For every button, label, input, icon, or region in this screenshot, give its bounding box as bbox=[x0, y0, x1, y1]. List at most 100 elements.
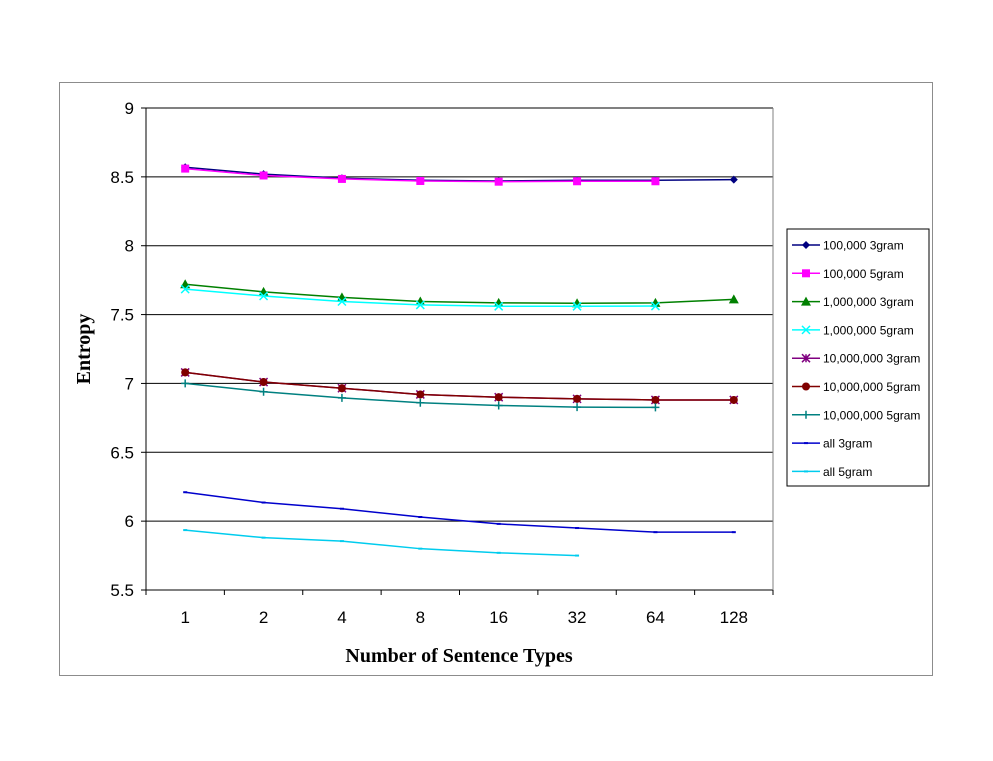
plot-area bbox=[146, 108, 773, 590]
legend-entry: all 3gram bbox=[792, 437, 872, 451]
data-point bbox=[339, 507, 344, 510]
data-point bbox=[337, 384, 346, 393]
series-9 bbox=[183, 529, 580, 557]
x-tick-label: 32 bbox=[568, 608, 587, 627]
x-tick-label: 1 bbox=[180, 608, 189, 627]
x-axis-title: Number of Sentence Types bbox=[345, 645, 572, 667]
x-tick-label: 8 bbox=[416, 608, 425, 627]
series-group bbox=[180, 163, 739, 557]
data-point bbox=[573, 403, 582, 412]
data-point bbox=[573, 394, 582, 403]
legend: 100,000 3gram 100,000 5gram 1,000,000 3gra… bbox=[786, 228, 930, 487]
chart-frame bbox=[59, 82, 933, 676]
legend-marker bbox=[802, 382, 810, 391]
x-axis-ticks: 1 2 4 8 16 32 64 128 bbox=[145, 590, 774, 627]
x-tick-label: 4 bbox=[337, 608, 346, 627]
series-line bbox=[185, 283, 734, 305]
legend-label: all 5gram bbox=[823, 465, 872, 479]
data-point bbox=[575, 554, 580, 557]
gridlines bbox=[146, 107, 773, 522]
x-tick-label: 64 bbox=[646, 608, 665, 627]
legend-label: 1,000,000 5gram bbox=[823, 323, 914, 337]
legend-entry: 10,000,000 5gram bbox=[792, 408, 920, 422]
x-tick-label: 16 bbox=[489, 608, 508, 627]
data-point bbox=[416, 398, 425, 407]
y-axis-ticks: 5.5 6 6.5 7 7.5 8 8.5 9 bbox=[110, 99, 146, 600]
data-point bbox=[651, 403, 660, 412]
data-point bbox=[494, 393, 503, 402]
series-4 bbox=[180, 284, 660, 311]
data-point bbox=[729, 395, 738, 404]
x-tick-label: 128 bbox=[720, 608, 748, 627]
series-6 bbox=[181, 368, 738, 404]
series-line bbox=[185, 491, 734, 533]
data-point bbox=[181, 368, 190, 377]
data-point bbox=[416, 176, 425, 185]
data-point bbox=[416, 390, 425, 399]
legend-entry: 1,000,000 5gram bbox=[792, 323, 914, 337]
data-point bbox=[418, 516, 423, 519]
legend-entry: 100,000 5gram bbox=[792, 267, 904, 281]
legend-label: 100,000 3gram bbox=[823, 239, 904, 253]
data-point bbox=[261, 501, 266, 504]
y-tick-label: 8.5 bbox=[110, 168, 134, 187]
series-7 bbox=[181, 379, 660, 412]
legend-entry: all 5gram bbox=[792, 465, 872, 479]
data-point bbox=[418, 547, 423, 550]
data-point bbox=[575, 527, 580, 530]
data-point bbox=[494, 177, 503, 186]
legend-label: 10,000,000 5gram bbox=[823, 380, 920, 394]
y-tick-label: 5.5 bbox=[110, 581, 134, 600]
series-line bbox=[185, 529, 578, 557]
data-point bbox=[650, 297, 661, 307]
data-point bbox=[496, 551, 501, 554]
legend-entry: 100,000 3gram bbox=[792, 239, 904, 253]
data-point bbox=[183, 491, 188, 494]
legend-marker bbox=[801, 353, 811, 363]
data-point bbox=[496, 522, 501, 525]
data-point bbox=[259, 378, 268, 387]
legend-label: 10,000,000 5gram bbox=[823, 408, 920, 422]
data-point bbox=[337, 296, 347, 307]
data-point bbox=[415, 300, 425, 310]
data-point bbox=[494, 301, 504, 311]
data-point bbox=[261, 536, 266, 539]
legend-marker bbox=[802, 241, 810, 249]
data-point bbox=[572, 298, 583, 308]
data-point bbox=[651, 395, 660, 404]
data-point bbox=[181, 379, 190, 388]
legend-label: 100,000 5gram bbox=[823, 267, 904, 281]
data-point bbox=[183, 529, 188, 532]
data-point bbox=[650, 301, 660, 311]
data-point bbox=[259, 171, 268, 180]
data-point bbox=[259, 291, 269, 301]
data-point bbox=[573, 177, 582, 186]
y-tick-label: 6 bbox=[125, 512, 134, 531]
y-tick-label: 7.5 bbox=[110, 306, 134, 325]
data-point bbox=[731, 531, 736, 534]
legend-entry: 10,000,000 3gram bbox=[792, 352, 920, 366]
data-point bbox=[339, 540, 344, 543]
data-point bbox=[337, 174, 346, 183]
legend-marker bbox=[801, 325, 811, 335]
y-tick-label: 8 bbox=[125, 237, 134, 256]
x-tick-label: 2 bbox=[259, 608, 268, 627]
legend-marker bbox=[802, 269, 810, 278]
data-point bbox=[653, 531, 658, 534]
data-point bbox=[651, 177, 660, 186]
data-point bbox=[494, 401, 503, 410]
data-point bbox=[572, 301, 582, 311]
legend-entry: 10,000,000 5gram bbox=[792, 380, 920, 394]
legend-marker bbox=[804, 470, 808, 473]
legend-marker bbox=[802, 410, 810, 419]
y-axis-title: Entropy bbox=[73, 314, 95, 385]
legend-marker bbox=[801, 296, 811, 306]
y-tick-label: 6.5 bbox=[110, 443, 134, 462]
legend-label: 1,000,000 3gram bbox=[823, 295, 914, 309]
series-line bbox=[185, 371, 734, 401]
data-point bbox=[728, 294, 739, 304]
data-point bbox=[259, 387, 268, 396]
data-point bbox=[729, 175, 738, 184]
data-point bbox=[181, 164, 190, 173]
